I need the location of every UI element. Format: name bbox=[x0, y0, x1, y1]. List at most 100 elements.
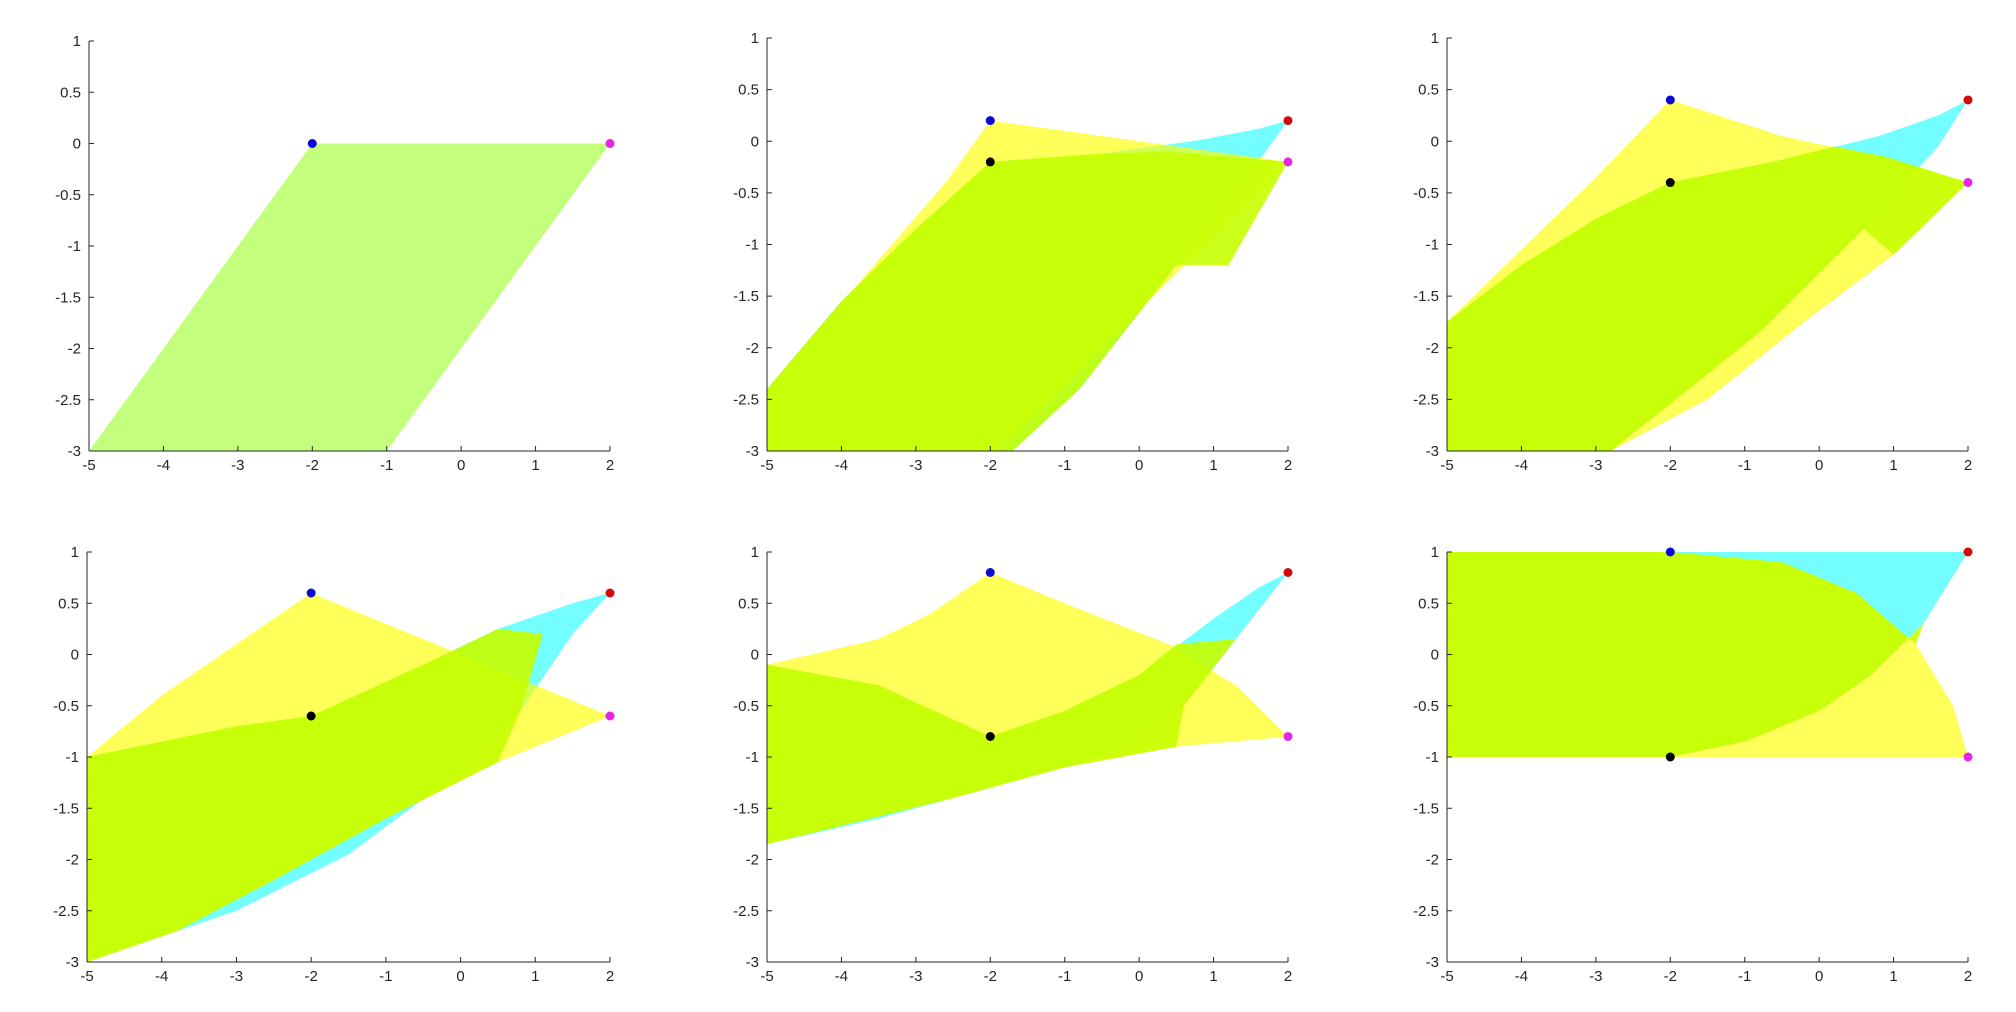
y-tick-label: -2.5 bbox=[53, 903, 79, 920]
x-tick-label: 2 bbox=[1964, 457, 1972, 474]
y-tick-label: -3 bbox=[1426, 443, 1439, 460]
x-tick-label: -2 bbox=[1664, 457, 1677, 474]
x-tick-label: 2 bbox=[606, 968, 614, 985]
y-tick-label: -1 bbox=[68, 238, 81, 255]
point-blue-marker bbox=[1665, 95, 1675, 105]
x-tick-label: 0 bbox=[1815, 968, 1823, 985]
y-tick-label: -1.5 bbox=[733, 288, 759, 305]
point-magenta-marker bbox=[1963, 752, 1973, 762]
x-tick-label: 0 bbox=[457, 457, 465, 474]
y-tick-label: 1 bbox=[71, 544, 79, 561]
y-tick-label: -0.5 bbox=[733, 185, 759, 202]
point-blue-marker bbox=[306, 588, 316, 598]
y-tick-label: 1 bbox=[73, 33, 81, 50]
subplot-4: -5 -4 -3 -2 -1 0 1 2 1 0.5 0 -0.5 -1 -1.5 -2 -2.5 -3 bbox=[53, 544, 615, 985]
x-tick-label: -5 bbox=[1440, 968, 1453, 985]
y-tick-label: 1 bbox=[751, 544, 759, 561]
y-tick-label: 0 bbox=[71, 647, 79, 664]
x-tick-label: -1 bbox=[1738, 968, 1751, 985]
y-tick-label: -1 bbox=[746, 749, 759, 766]
overlap-area bbox=[767, 151, 1288, 451]
y-tick-label: 0.5 bbox=[1418, 82, 1439, 99]
y-tick-label: -2.5 bbox=[1413, 391, 1439, 408]
overlap-area bbox=[87, 628, 543, 962]
overlap-area bbox=[1447, 552, 1924, 757]
y-tick-label: -3 bbox=[746, 954, 759, 971]
y-tick-label: -0.5 bbox=[53, 698, 79, 715]
y-tick-label: -2 bbox=[746, 340, 759, 357]
x-tick-label: 2 bbox=[1964, 968, 1972, 985]
x-tick-label: -1 bbox=[379, 968, 392, 985]
point-magenta-marker bbox=[605, 711, 615, 721]
point-red-marker bbox=[605, 588, 615, 598]
x-tick-label: 2 bbox=[1284, 968, 1292, 985]
x-tick-label: -4 bbox=[157, 457, 170, 474]
y-tick-label: 0 bbox=[751, 647, 759, 664]
x-tick-label: 1 bbox=[1889, 457, 1897, 474]
point-black-marker bbox=[1665, 178, 1675, 188]
overlap-area bbox=[1447, 146, 1968, 451]
point-magenta-marker bbox=[1283, 157, 1293, 167]
y-tick-label: -0.5 bbox=[1413, 185, 1439, 202]
x-tick-label: 0 bbox=[1135, 968, 1143, 985]
x-tick-label: -3 bbox=[1589, 457, 1602, 474]
y-tick-label: -2.5 bbox=[1413, 903, 1439, 920]
y-tick-label: -1.5 bbox=[1413, 288, 1439, 305]
x-tick-label: -2 bbox=[304, 968, 317, 985]
x-tick-label: -3 bbox=[230, 968, 243, 985]
y-tick-label: 0.5 bbox=[1418, 595, 1439, 612]
y-tick-label: -2 bbox=[746, 852, 759, 869]
y-tick-label: -3 bbox=[66, 954, 79, 971]
y-tick-label: 1 bbox=[1431, 544, 1439, 561]
point-black-marker bbox=[1665, 752, 1675, 762]
x-tick-label: 1 bbox=[531, 968, 539, 985]
y-tick-label: -0.5 bbox=[733, 698, 759, 715]
y-tick-label: 0.5 bbox=[60, 84, 81, 101]
x-tick-label: -1 bbox=[380, 457, 393, 474]
point-blue-marker bbox=[307, 139, 317, 148]
x-tick-label: -5 bbox=[760, 968, 773, 985]
y-tick-label: -2 bbox=[1426, 340, 1439, 357]
panel1-fill-area bbox=[89, 143, 610, 451]
x-tick-label: -1 bbox=[1738, 457, 1751, 474]
x-tick-label: 0 bbox=[456, 968, 464, 985]
y-tick-label: -1 bbox=[746, 237, 759, 254]
x-tick-label: 2 bbox=[606, 457, 614, 474]
x-tick-label: -5 bbox=[80, 968, 93, 985]
y-tick-label: 0 bbox=[1431, 647, 1439, 664]
y-tick-label: -3 bbox=[68, 443, 81, 460]
x-tick-label: 1 bbox=[1209, 457, 1217, 474]
x-tick-label: -3 bbox=[231, 457, 244, 474]
point-magenta-marker bbox=[605, 139, 615, 148]
y-tick-label: -1 bbox=[1426, 237, 1439, 254]
y-tick-label: -0.5 bbox=[1413, 698, 1439, 715]
x-tick-label: -1 bbox=[1058, 457, 1071, 474]
point-red-marker bbox=[1963, 547, 1973, 557]
y-tick-label: -2.5 bbox=[55, 392, 81, 409]
y-tick-label: -1 bbox=[66, 749, 79, 766]
y-tick-label: -2 bbox=[66, 852, 79, 869]
x-tick-label: -3 bbox=[909, 968, 922, 985]
x-tick-label: -2 bbox=[984, 968, 997, 985]
subplot-6: -5 -4 -3 -2 -1 0 1 2 1 0.5 0 -0.5 -1 -1.5 -2 -2.5 -3 bbox=[1413, 544, 1973, 985]
point-black-marker bbox=[306, 711, 316, 721]
point-black-marker bbox=[985, 157, 995, 167]
point-blue-marker bbox=[985, 568, 995, 577]
overlap-area bbox=[767, 639, 1236, 845]
subplot-1: -5 -4 -3 -2 -1 0 1 2 1 0.5 0 -0.5 -1 -1.5 -2 -2.5 -3 bbox=[55, 33, 615, 474]
x-tick-label: 1 bbox=[1889, 968, 1897, 985]
point-red-marker bbox=[1963, 95, 1973, 105]
point-magenta-marker bbox=[1963, 178, 1973, 188]
x-tick-label: -2 bbox=[984, 457, 997, 474]
x-tick-label: 1 bbox=[531, 457, 539, 474]
point-red-marker bbox=[1283, 568, 1293, 577]
x-tick-label: -5 bbox=[760, 457, 773, 474]
y-tick-label: 0.5 bbox=[738, 82, 759, 99]
subplot-2: -5 -4 -3 -2 -1 0 1 2 1 0.5 0 -0.5 -1 -1.5 -2 -2.5 -3 bbox=[733, 30, 1293, 474]
x-tick-label: -4 bbox=[1515, 968, 1528, 985]
x-tick-label: -2 bbox=[306, 457, 319, 474]
x-tick-label: -4 bbox=[155, 968, 168, 985]
y-tick-label: 1 bbox=[1431, 30, 1439, 47]
y-tick-label: -2.5 bbox=[733, 391, 759, 408]
